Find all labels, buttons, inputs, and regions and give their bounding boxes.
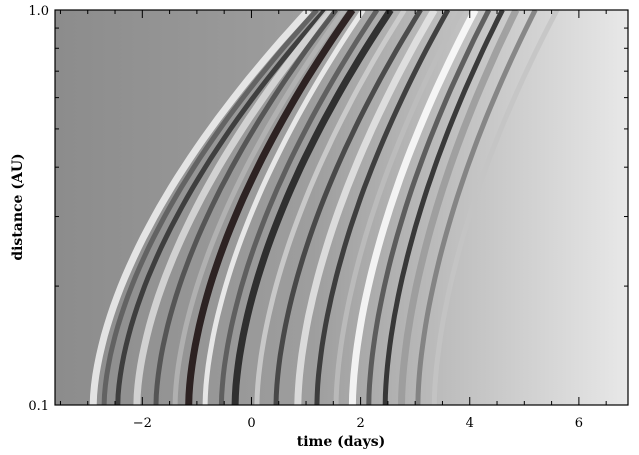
plot-frame <box>54 9 629 406</box>
propagation-track <box>185 10 356 405</box>
propagation-track <box>366 10 492 405</box>
tracks-layer <box>89 10 560 405</box>
propagation-track <box>153 10 338 405</box>
y-axis-title: distance (AU) <box>10 153 26 260</box>
x-tick-label: −2 <box>133 416 152 431</box>
propagation-track <box>382 10 505 405</box>
x-tick-label: 4 <box>466 416 474 431</box>
y-tick-label: 0.1 <box>28 399 49 414</box>
propagation-track <box>133 10 334 405</box>
propagation-track <box>254 10 407 405</box>
propagation-track <box>294 10 438 405</box>
propagation-track <box>314 10 451 405</box>
x-tick-label: 6 <box>575 416 583 431</box>
propagation-track <box>231 10 394 405</box>
propagation-track <box>218 10 380 405</box>
plot-area <box>54 9 629 406</box>
propagation-track <box>398 10 520 405</box>
x-axis-title: time (days) <box>297 434 386 450</box>
propagation-track <box>333 10 464 405</box>
x-tick-label: 2 <box>356 416 364 431</box>
propagation-track <box>89 10 312 405</box>
propagation-track <box>101 10 319 405</box>
propagation-track <box>431 10 560 405</box>
y-tick-label: 1.0 <box>28 4 49 19</box>
x-axis: −2 0 2 4 6 <box>59 10 607 431</box>
propagation-track <box>202 10 366 405</box>
propagation-track <box>172 10 347 405</box>
x-tick-label: 0 <box>247 416 255 431</box>
y-axis: 0.1 1.0 <box>28 4 628 414</box>
propagation-track <box>273 10 423 405</box>
propagation-track <box>348 10 479 405</box>
propagation-track <box>115 10 327 405</box>
propagation-track <box>415 10 538 405</box>
